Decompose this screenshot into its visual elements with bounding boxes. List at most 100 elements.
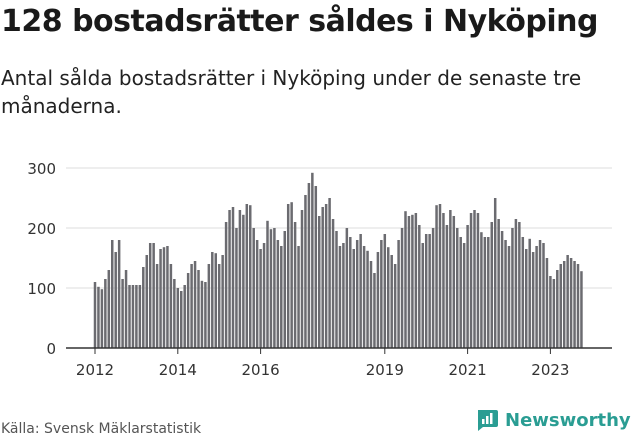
- axes: [66, 347, 612, 354]
- bar: [428, 234, 431, 348]
- bar: [556, 270, 559, 348]
- bar: [445, 225, 449, 348]
- bar: [431, 228, 435, 348]
- bar: [231, 207, 235, 348]
- bar: [117, 240, 121, 348]
- bar: [93, 282, 97, 348]
- bar: [300, 210, 304, 348]
- bar: [193, 261, 197, 348]
- bar: [307, 183, 311, 348]
- bar: [383, 234, 387, 348]
- brand-logo[interactable]: Newsworthy: [475, 408, 631, 432]
- bar: [262, 243, 266, 348]
- bar: [269, 229, 273, 348]
- bar: [338, 246, 342, 348]
- bar: [466, 225, 469, 348]
- bar: [521, 237, 525, 348]
- bar: [400, 228, 404, 348]
- bar: [449, 210, 452, 348]
- bar: [397, 240, 400, 348]
- bar: [359, 234, 362, 348]
- bar: [259, 249, 262, 348]
- x-tick-label: 2014: [159, 361, 197, 379]
- bar: [487, 237, 490, 348]
- bar: [393, 264, 397, 348]
- bar: [418, 225, 421, 348]
- bar: [314, 186, 318, 348]
- bar: [576, 264, 580, 348]
- bar: [280, 246, 283, 348]
- bar: [380, 240, 383, 348]
- bar: [407, 216, 411, 348]
- bar: [97, 286, 100, 348]
- bar: [473, 210, 476, 348]
- bar: [159, 249, 162, 348]
- x-tick-label: 2019: [366, 361, 404, 379]
- bar: [469, 213, 473, 348]
- bar: [421, 243, 424, 348]
- bar: [162, 247, 166, 348]
- bar: [456, 228, 459, 348]
- bar: [424, 234, 428, 348]
- labels: 0 100 200 300 2012 2014 2016 2019 2021 2023 128: [27, 150, 601, 379]
- bar: [476, 213, 480, 348]
- bar: [214, 253, 217, 348]
- bar: [228, 210, 231, 348]
- bar: [355, 240, 359, 348]
- bar: [207, 264, 211, 348]
- bar: [242, 214, 245, 348]
- bar: [493, 198, 497, 348]
- bar: [549, 276, 552, 348]
- bar: [235, 228, 238, 348]
- bar: [152, 243, 155, 348]
- bar: [124, 270, 128, 348]
- bar: [390, 255, 393, 348]
- bar: [462, 243, 466, 348]
- bar: [135, 285, 138, 348]
- bar: [442, 213, 445, 348]
- y-tick-label: 300: [27, 160, 56, 178]
- bars: [93, 172, 583, 348]
- bar: [490, 222, 493, 348]
- bar: [369, 261, 373, 348]
- bar: [514, 219, 518, 348]
- brand-name: Newsworthy: [505, 409, 631, 431]
- bar: [559, 264, 562, 348]
- bar: [286, 204, 290, 348]
- bar: [318, 216, 321, 348]
- bar: [266, 220, 269, 348]
- bar: [111, 240, 114, 348]
- page-title: 128 bostadsrätter såldes i Nyköping: [1, 4, 598, 39]
- bar: [252, 228, 255, 348]
- bar: [362, 246, 366, 348]
- bar: [342, 243, 345, 348]
- y-tick-label: 100: [27, 280, 56, 298]
- bar: [507, 246, 511, 348]
- bar: [349, 237, 352, 348]
- bar: [128, 285, 131, 348]
- bar: [311, 172, 314, 348]
- bar: [452, 216, 456, 348]
- bar: [373, 273, 376, 348]
- bar-chart: 0 100 200 300 2012 2014 2016 2019 2021 2023 128: [27, 150, 612, 379]
- bar: [580, 271, 583, 348]
- bar: [324, 204, 328, 348]
- bar: [500, 231, 504, 348]
- bar: [435, 205, 438, 348]
- bar: [100, 289, 104, 348]
- x-tick-label: 2016: [242, 361, 280, 379]
- bar: [148, 243, 152, 348]
- bar: [186, 273, 190, 348]
- bar: [569, 258, 573, 348]
- bar: [328, 198, 331, 348]
- bar: [211, 252, 214, 348]
- bar: [245, 204, 249, 348]
- bar: [107, 270, 111, 348]
- bar: [438, 204, 442, 348]
- bar: [142, 267, 145, 348]
- bar: [276, 240, 280, 348]
- bar: [335, 231, 338, 348]
- bar: [562, 261, 566, 348]
- bar: [169, 264, 173, 348]
- bar: [531, 252, 535, 348]
